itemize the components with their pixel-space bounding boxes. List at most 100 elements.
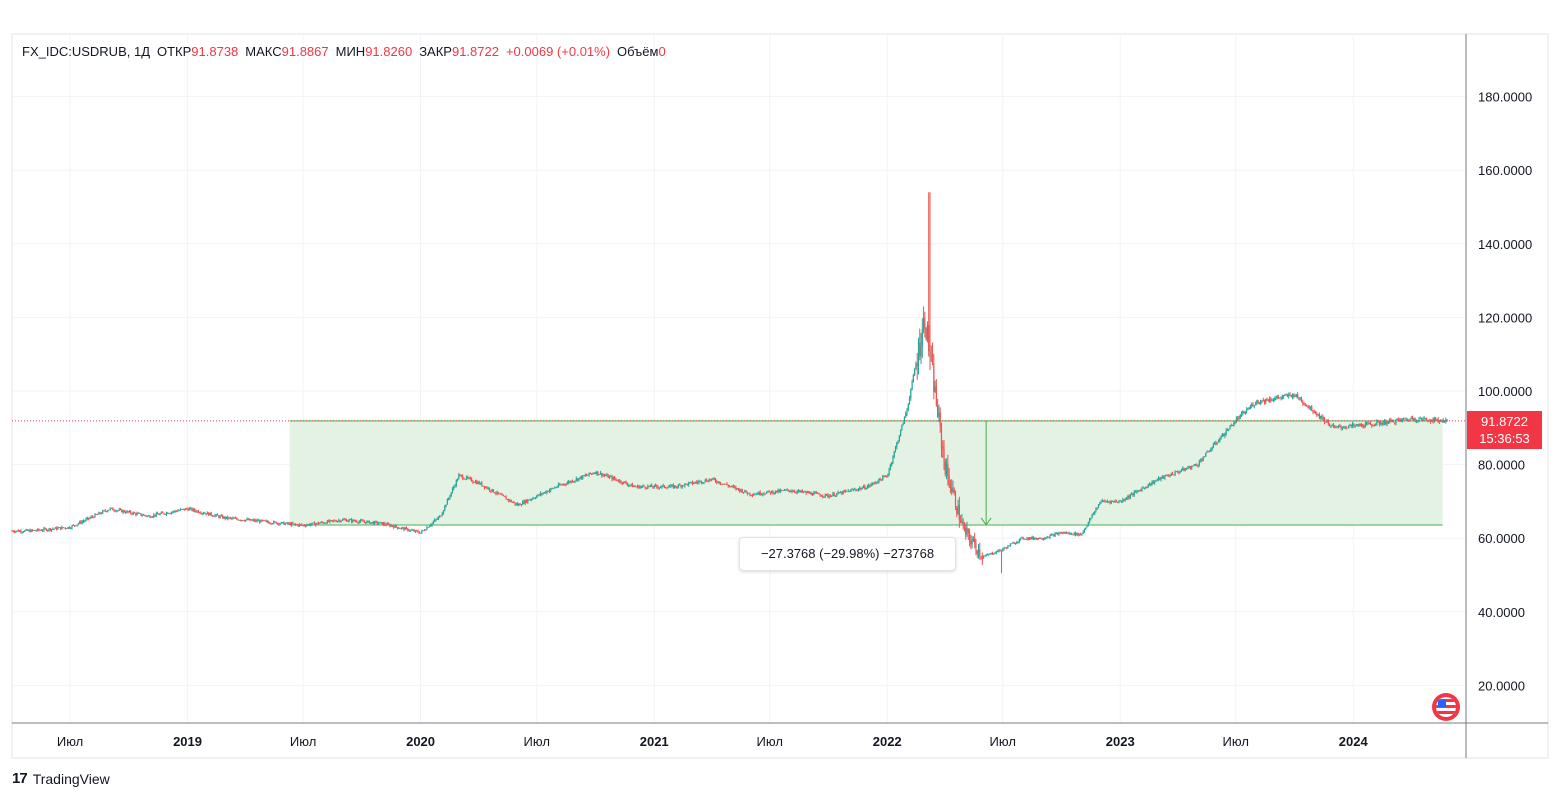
candle-body [1177,471,1179,473]
candle-body [1088,519,1091,523]
candle-body [776,490,778,493]
volume-label: Объём [617,44,659,59]
candle-body [77,523,79,525]
candle-body [1311,406,1313,412]
candle-body [902,423,904,425]
candle-body [887,474,889,477]
candle-body [159,513,161,515]
candle-body [1253,405,1255,407]
candle-body [202,513,205,514]
candle-body [559,484,561,486]
candle-body [289,523,291,526]
candle-body [123,510,125,513]
candle-body [262,520,265,522]
candle-body [25,529,27,531]
candle-body [851,489,853,491]
candle-body [361,520,363,522]
candle-body [349,519,351,521]
candle-body [834,495,837,497]
candle-body [1007,545,1009,549]
candle-body [70,528,72,530]
candle-body [141,515,143,517]
candle-body [255,520,257,522]
candle-body [939,412,941,426]
y-tick-label: 160.0000 [1478,163,1532,178]
candle-body [762,493,764,495]
candle-body [293,523,295,525]
candle-body [1368,422,1370,424]
candle-body [90,516,92,518]
candle-body [100,513,102,515]
candle-body [1323,417,1326,423]
candle-body [98,512,100,515]
candle-body [811,494,814,496]
volume-value: 0 [658,44,666,59]
open-value: 91.8738 [191,44,239,59]
candle-body [102,510,104,514]
candle-body [127,511,129,513]
y-tick-label: 100.0000 [1478,384,1532,399]
us-flag-icon[interactable] [1432,693,1460,721]
candle-body [456,479,459,481]
candle-body [594,473,597,474]
candle-body [631,484,634,488]
measure-label[interactable]: −27.3768 (−29.98%) −273768 [739,537,956,571]
candle-body [247,519,249,521]
candle-body [261,519,263,521]
candle-body [197,510,200,513]
candle-body [266,520,268,523]
candle-body [1009,544,1012,547]
candle-body [543,492,546,494]
candle-body [1312,411,1314,413]
candle-body [681,485,683,487]
candle-body [802,491,805,493]
candle-body [61,527,63,530]
candle-body [538,494,540,496]
candle-body [359,520,362,522]
candle-body [758,491,760,495]
candle-body [676,486,678,488]
candle-body [1246,409,1248,412]
candle-body [445,504,447,506]
candle-body [1330,426,1332,427]
measure-arrow-head [980,517,992,526]
candle-body [1068,532,1070,534]
candle-body [1163,476,1165,479]
candle-body [465,476,468,479]
candle-body [800,490,802,492]
candle-body [1170,473,1172,476]
candle-body [1174,471,1176,475]
candle-body [311,522,313,525]
candle-body [130,511,132,514]
candle-body [265,520,267,522]
candle-body [1382,422,1384,425]
candle-body [550,488,552,491]
symbol-label[interactable]: FX_IDC:USDRUB, 1Д [22,44,150,59]
last-price-value: 91.8722 [1481,414,1528,429]
candle-body [351,519,353,522]
candle-body [1283,395,1285,397]
candle-body [583,475,585,477]
chart-grid [11,33,1549,759]
candle-body [940,425,943,447]
candle-body [145,515,147,517]
candle-body [1064,532,1066,534]
candle-body [1032,536,1034,540]
candle-body [814,492,816,494]
candle-body [1441,420,1443,421]
candle-body [937,405,939,417]
candle-body [19,530,21,532]
candle-body [1321,415,1323,420]
branding[interactable]: 17 TradingView [12,770,110,787]
candle-body [20,530,22,533]
candle-body [1189,466,1192,469]
candle-body [365,521,367,524]
candle-body [825,494,828,495]
candle-body [368,520,371,524]
candle-body [287,522,289,524]
candle-body [192,508,194,511]
candle-body [459,474,461,476]
candle-body [1426,419,1428,421]
candle-body [1000,550,1003,551]
